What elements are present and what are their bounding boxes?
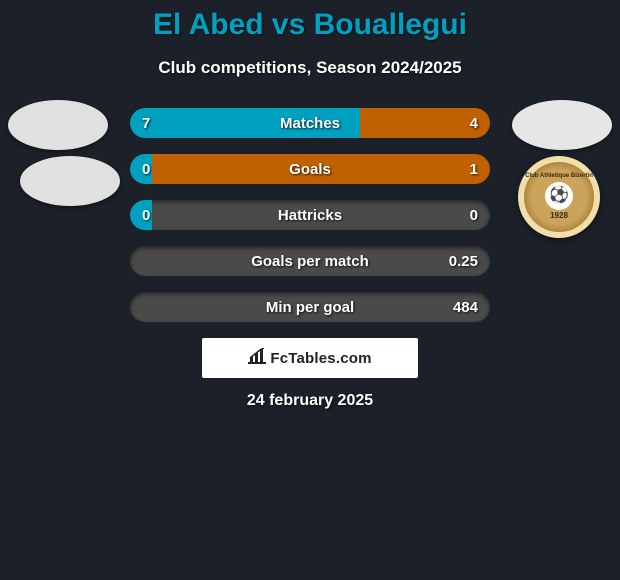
stat-row: 7Matches4 — [130, 108, 490, 138]
stat-label: Hattricks — [130, 200, 490, 230]
compare-zone: Club Athletique Bizertin ⚽ 1928 7Matches… — [0, 108, 620, 322]
stat-value-right: 0 — [470, 200, 478, 230]
stat-value-right: 1 — [470, 154, 478, 184]
stat-value-right: 4 — [470, 108, 478, 138]
stat-value-right: 0.25 — [449, 246, 478, 276]
brand-text: FcTables.com — [270, 350, 371, 367]
page-title: El Abed vs Bouallegui — [0, 8, 620, 42]
stat-row: 0Hattricks0 — [130, 200, 490, 230]
stat-label: Matches — [130, 108, 490, 138]
right-player-badge — [512, 100, 612, 150]
snapshot-date: 24 february 2025 — [0, 392, 620, 410]
stat-value-right: 484 — [453, 292, 478, 322]
left-club-badge — [20, 156, 120, 206]
subtitle: Club competitions, Season 2024/2025 — [0, 58, 620, 78]
stat-label: Goals per match — [130, 246, 490, 276]
soccer-ball-icon: ⚽ — [549, 187, 569, 205]
chart-icon — [248, 348, 266, 369]
club-badge-year: 1928 — [525, 212, 593, 221]
stat-label: Min per goal — [130, 292, 490, 322]
stat-row: Goals per match0.25 — [130, 246, 490, 276]
stat-row: 0Goals1 — [130, 154, 490, 184]
comparison-card: El Abed vs Bouallegui Club competitions,… — [0, 0, 620, 410]
stat-label: Goals — [130, 154, 490, 184]
stat-bars: 7Matches40Goals10Hattricks0Goals per mat… — [130, 108, 490, 322]
left-player-badge — [8, 100, 108, 150]
brand-box[interactable]: FcTables.com — [202, 338, 418, 378]
club-badge-label: Club Athletique Bizertin ⚽ 1928 — [525, 173, 593, 220]
right-club-badge: Club Athletique Bizertin ⚽ 1928 — [518, 156, 600, 238]
club-badge-top: Club Athletique Bizertin — [525, 173, 593, 180]
stat-row: Min per goal484 — [130, 292, 490, 322]
